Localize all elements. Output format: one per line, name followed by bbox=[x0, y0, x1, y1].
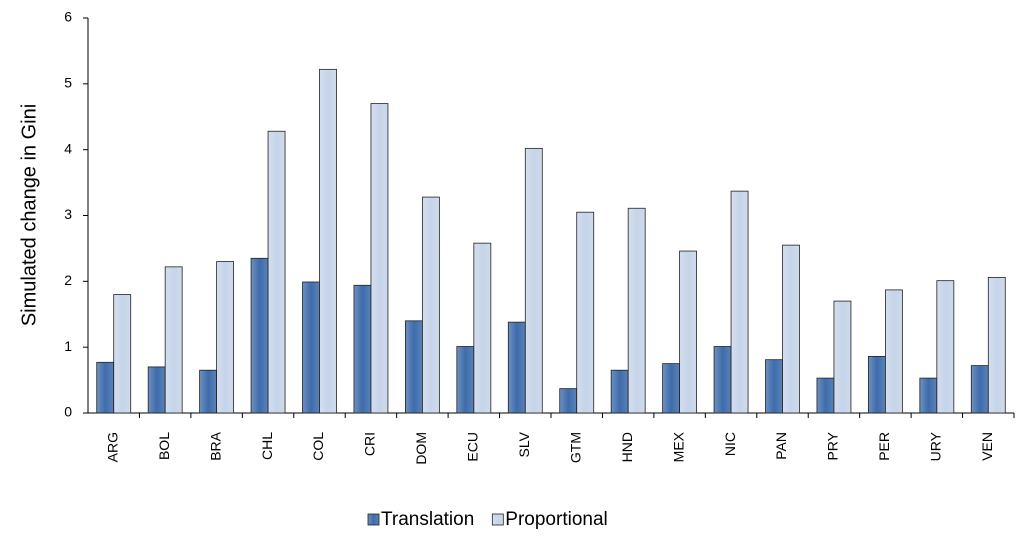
bar bbox=[319, 68, 337, 414]
x-tick-label: PER bbox=[876, 432, 892, 461]
bar bbox=[456, 346, 475, 414]
x-tick-label: URY bbox=[928, 431, 944, 461]
bar bbox=[730, 190, 749, 414]
bar bbox=[524, 147, 543, 414]
bar bbox=[987, 276, 1006, 414]
y-tick-label: 4 bbox=[64, 140, 72, 156]
bar bbox=[353, 284, 372, 414]
legend-label: Proportional bbox=[505, 509, 607, 530]
bar bbox=[267, 130, 286, 414]
bar bbox=[867, 355, 886, 414]
bar bbox=[404, 320, 423, 414]
x-tick-label: VEN bbox=[979, 432, 995, 461]
x-tick-label: PRY bbox=[825, 431, 841, 460]
bar bbox=[833, 300, 852, 414]
x-tick-label: DOM bbox=[413, 432, 429, 465]
bar bbox=[816, 377, 835, 414]
y-tick-label: 2 bbox=[64, 272, 72, 288]
legend-swatch bbox=[367, 513, 380, 526]
bar bbox=[507, 321, 526, 414]
bar bbox=[936, 280, 955, 414]
x-tick-label: ARG bbox=[104, 432, 120, 462]
x-tick-label: HND bbox=[619, 432, 635, 462]
bar bbox=[473, 242, 492, 414]
bar bbox=[576, 211, 595, 414]
x-tick-label: ECU bbox=[465, 432, 481, 462]
y-tick-label: 0 bbox=[64, 404, 72, 420]
bar bbox=[96, 361, 115, 414]
bar bbox=[782, 244, 800, 414]
legend-label: Translation bbox=[381, 509, 474, 530]
bar bbox=[610, 369, 629, 414]
bar bbox=[164, 266, 183, 414]
x-tick-label: COL bbox=[310, 432, 326, 461]
x-tick-label: SLV bbox=[516, 431, 532, 457]
x-tick-label: CRI bbox=[362, 432, 378, 456]
x-tick-label: PAN bbox=[773, 432, 789, 460]
bar bbox=[627, 207, 646, 414]
bar bbox=[370, 103, 389, 414]
y-tick-label: 6 bbox=[64, 9, 72, 25]
x-tick-label: BRA bbox=[207, 431, 223, 460]
y-axis-label: Simulated change in Gini bbox=[18, 104, 40, 326]
bar bbox=[884, 289, 903, 414]
bar bbox=[970, 365, 989, 414]
bar bbox=[765, 359, 783, 414]
bar bbox=[216, 261, 235, 414]
y-tick-label: 3 bbox=[64, 206, 72, 222]
y-tick-label: 5 bbox=[64, 75, 72, 91]
bar bbox=[713, 346, 732, 414]
bar bbox=[113, 294, 132, 414]
x-tick-label: NIC bbox=[722, 432, 738, 456]
bar bbox=[147, 366, 166, 414]
y-tick-label: 1 bbox=[64, 338, 72, 354]
bar bbox=[250, 257, 269, 414]
x-tick-label: MEX bbox=[670, 431, 686, 462]
legend-swatch bbox=[491, 513, 504, 526]
bar bbox=[559, 388, 578, 414]
x-tick-label: GTM bbox=[567, 432, 583, 463]
bar bbox=[421, 196, 440, 414]
bar bbox=[679, 250, 698, 414]
x-tick-label: CHL bbox=[259, 432, 275, 460]
bar bbox=[662, 363, 681, 414]
bar bbox=[199, 369, 218, 414]
bar bbox=[919, 377, 938, 414]
bar bbox=[302, 281, 320, 414]
x-tick-label: BOL bbox=[156, 432, 172, 460]
